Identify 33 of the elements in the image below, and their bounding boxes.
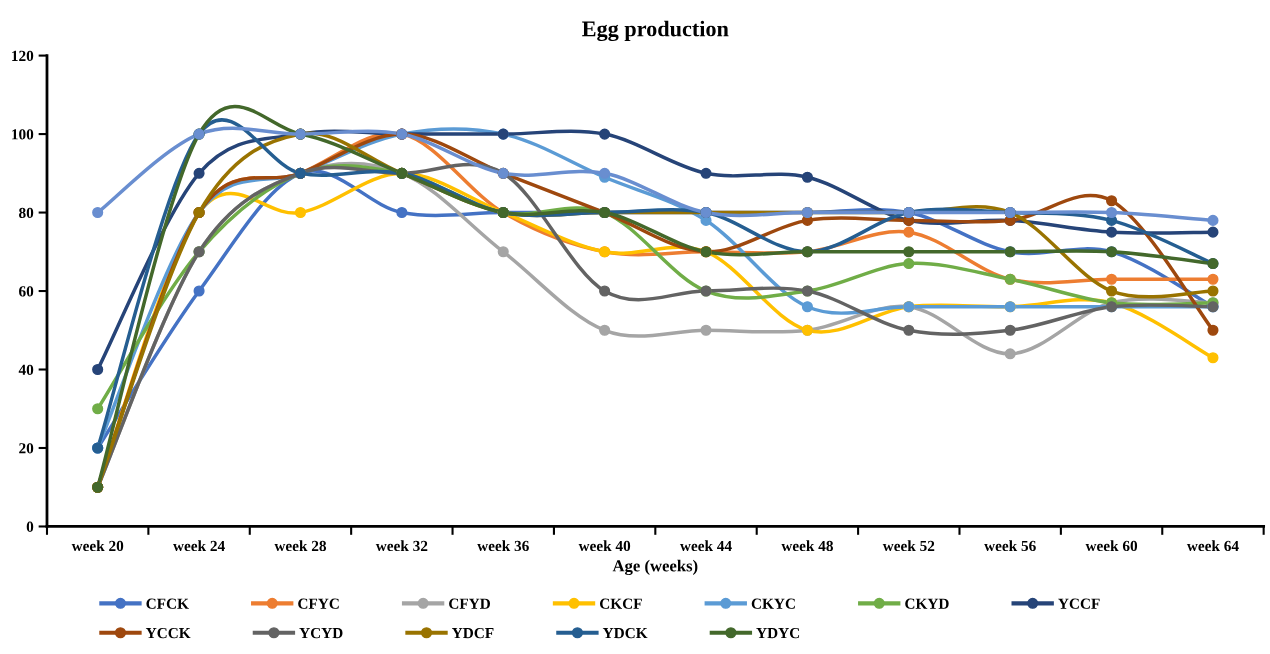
- x-tick-label: week 64: [1186, 540, 1239, 552]
- y-tick-label: 20: [19, 443, 34, 454]
- x-tick-label: week 60: [1085, 540, 1138, 552]
- legend-label: CFCK: [146, 598, 189, 609]
- x-axis-title: Age (weeks): [612, 559, 698, 576]
- y-tick-label: 120: [12, 50, 34, 62]
- x-tick-label: week 48: [781, 540, 833, 552]
- legend-label: CKYC: [751, 598, 795, 609]
- x-tick-label: week 24: [173, 540, 225, 552]
- legend-label: CFYC: [298, 598, 339, 609]
- x-tick-label: week 44: [679, 540, 732, 552]
- legend-label: YCCF: [1058, 598, 1100, 609]
- legend-label: CFYD: [449, 598, 491, 609]
- x-tick-label: week 20: [71, 540, 124, 552]
- chart-title: Egg production: [582, 20, 729, 42]
- legend-label: YCCK: [145, 627, 191, 639]
- y-tick-label: 0: [26, 521, 34, 532]
- x-tick-label: week 28: [274, 540, 327, 552]
- y-tick-label: 80: [19, 207, 34, 218]
- legend-label: YDCK: [602, 627, 648, 639]
- y-tick-label: 60: [19, 286, 34, 297]
- x-tick-label: week 56: [984, 540, 1036, 552]
- legend-label: YDCF: [452, 627, 494, 639]
- legend-label: CKYD: [905, 598, 949, 609]
- x-tick-label: week 36: [477, 540, 529, 552]
- legend-label: YCYD: [299, 627, 343, 639]
- x-tick-label: week 32: [375, 540, 428, 552]
- y-tick-label: 100: [12, 129, 34, 140]
- x-tick-label: week 52: [882, 540, 935, 552]
- x-tick-label: week 40: [578, 540, 631, 552]
- legend-label: CKCF: [599, 598, 642, 609]
- legend-label: YDYC: [756, 627, 800, 639]
- y-tick-label: 40: [18, 364, 34, 375]
